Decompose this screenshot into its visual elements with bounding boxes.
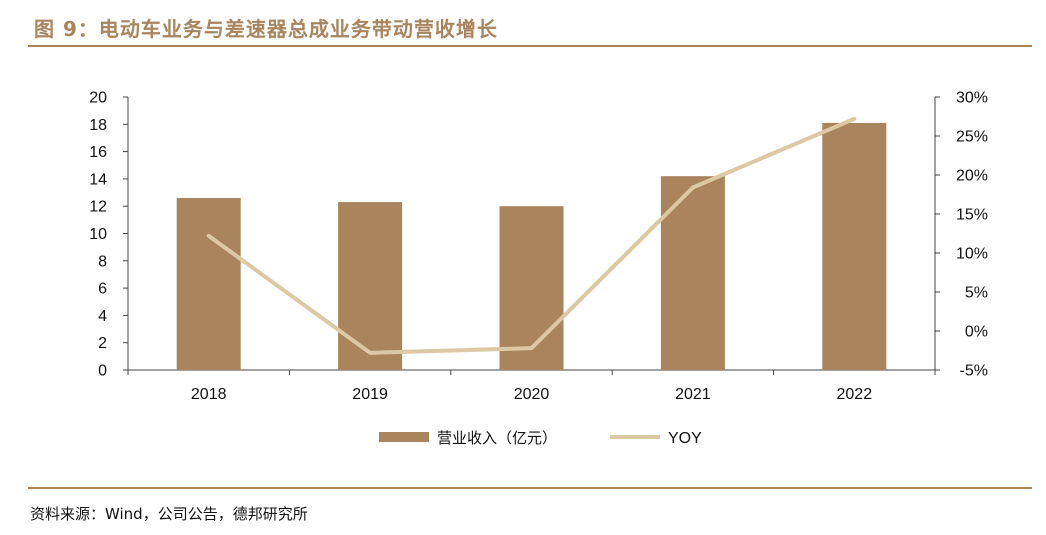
- figure-title: 图 9：电动车业务与差速器总成业务带动营收增长: [34, 17, 498, 41]
- y-left-tick-label: 12: [89, 199, 107, 216]
- y-right-tick-label: 30%: [956, 90, 988, 107]
- y-left-tick-label: 8: [98, 253, 107, 270]
- bar: [176, 198, 241, 370]
- y-left-tick-label: 6: [98, 281, 107, 298]
- x-tick-label: 2021: [675, 386, 711, 403]
- y-left-tick-label: 0: [98, 363, 107, 380]
- chart-axes: 0 2 4 6 8 10 12 14 16 18 20 -5% 0% 5% 10% 15% 20% 25% 30% 2…: [89, 90, 988, 404]
- y-left-tick-label: 4: [98, 308, 107, 325]
- combo-chart: 0 2 4 6 8 10 12 14 16 18 20 -5% 0% 5% 10% 15% 20% 25% 30% 2…: [89, 90, 988, 448]
- source-divider: [28, 487, 1032, 489]
- y-left-tick-label: 20: [89, 90, 107, 107]
- y-right-tick-label: 15%: [956, 207, 988, 224]
- y-left-tick-label: 10: [89, 226, 107, 243]
- chart-legend: 营业收入（亿元） YOY: [379, 430, 702, 447]
- y-left-tick-label: 2: [98, 335, 107, 352]
- legend-swatch-bar: [379, 432, 429, 442]
- y-right-tick-label: 20%: [956, 168, 988, 185]
- x-tick-label: 2019: [352, 386, 388, 403]
- y-right-tick-label: 25%: [956, 129, 988, 146]
- y-right-tick-label: 10%: [956, 246, 988, 263]
- title-divider: [28, 45, 1032, 47]
- line-series: [206, 116, 857, 355]
- bar: [499, 206, 564, 370]
- y-right-tick-label: 5%: [965, 285, 988, 302]
- bar: [822, 122, 887, 370]
- x-tick-label: 2022: [837, 386, 873, 403]
- y-left-tick-label: 16: [89, 144, 107, 161]
- x-tick-label: 2018: [191, 386, 227, 403]
- y-left-tick-label: 18: [89, 117, 107, 134]
- bar-series: [176, 122, 887, 370]
- y-right-tick-label: -5%: [960, 363, 988, 380]
- x-tick-label: 2020: [514, 386, 550, 403]
- bar: [660, 176, 725, 370]
- source-note: 资料来源：Wind，公司公告，德邦研究所: [30, 505, 308, 523]
- y-left-tick-label: 14: [89, 171, 107, 188]
- legend-label-bar: 营业收入（亿元）: [437, 430, 557, 447]
- bar: [338, 202, 403, 370]
- legend-label-line: YOY: [668, 430, 702, 447]
- y-right-tick-label: 0%: [965, 324, 988, 341]
